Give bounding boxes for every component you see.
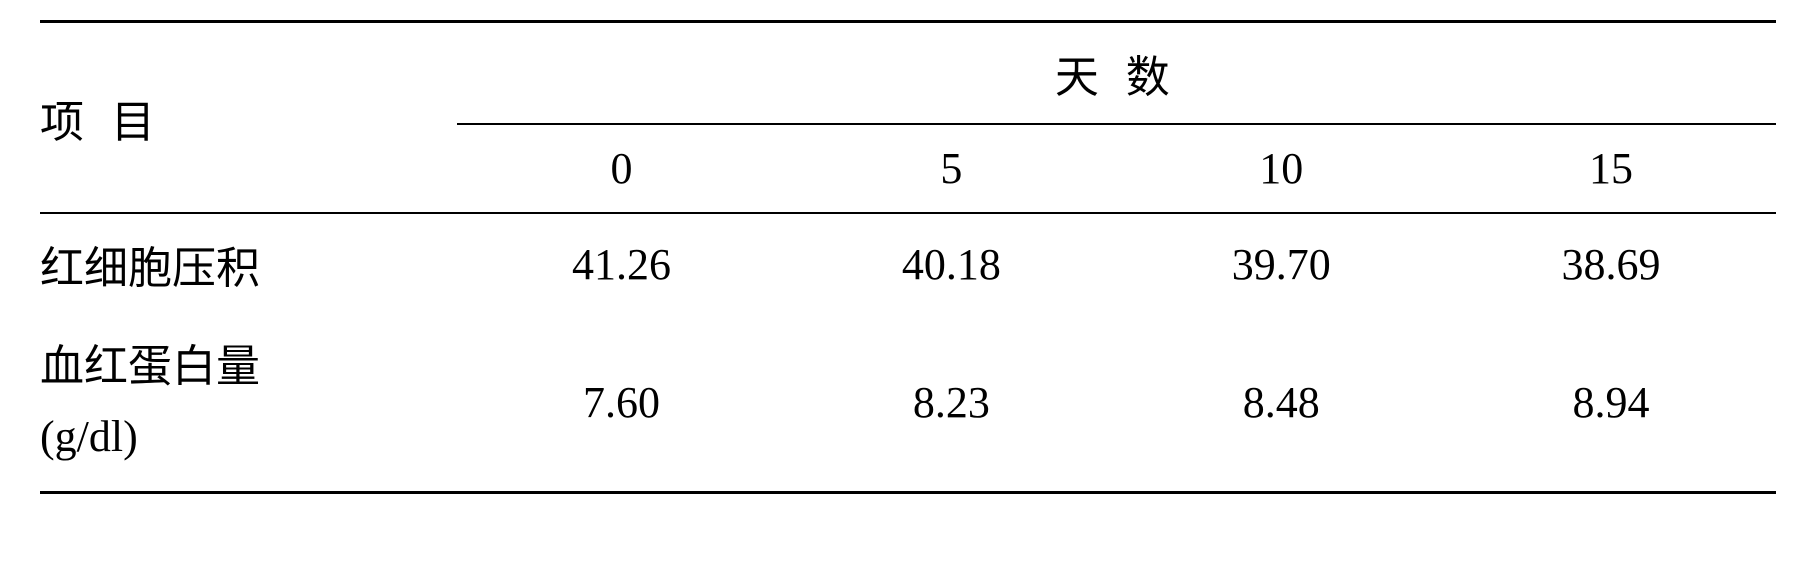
row-label-line2: (g/dl) bbox=[40, 402, 447, 472]
data-table-container: 项 目 天 数 0 5 10 15 红细胞压积 41.26 40.18 39.7… bbox=[40, 20, 1776, 494]
cell-value: 39.70 bbox=[1116, 213, 1446, 314]
header-day-0: 0 bbox=[457, 124, 787, 213]
header-day-1: 5 bbox=[786, 124, 1116, 213]
row-label-hematocrit: 红细胞压积 bbox=[40, 213, 457, 314]
table-row: 血红蛋白量 (g/dl) 7.60 8.23 8.48 8.94 bbox=[40, 314, 1776, 492]
cell-value: 40.18 bbox=[786, 213, 1116, 314]
cell-value: 41.26 bbox=[457, 213, 787, 314]
header-day-3: 15 bbox=[1446, 124, 1776, 213]
cell-value: 7.60 bbox=[457, 314, 787, 492]
row-label-line1: 血红蛋白量 bbox=[40, 332, 447, 402]
row-label-hemoglobin: 血红蛋白量 (g/dl) bbox=[40, 314, 457, 492]
data-table: 项 目 天 数 0 5 10 15 红细胞压积 41.26 40.18 39.7… bbox=[40, 20, 1776, 494]
table-row: 红细胞压积 41.26 40.18 39.70 38.69 bbox=[40, 213, 1776, 314]
header-row-1: 项 目 天 数 bbox=[40, 22, 1776, 125]
cell-value: 38.69 bbox=[1446, 213, 1776, 314]
cell-value: 8.94 bbox=[1446, 314, 1776, 492]
header-item: 项 目 bbox=[40, 22, 457, 214]
cell-value: 8.48 bbox=[1116, 314, 1446, 492]
header-day-2: 10 bbox=[1116, 124, 1446, 213]
cell-value: 8.23 bbox=[786, 314, 1116, 492]
header-days-span: 天 数 bbox=[457, 22, 1776, 125]
